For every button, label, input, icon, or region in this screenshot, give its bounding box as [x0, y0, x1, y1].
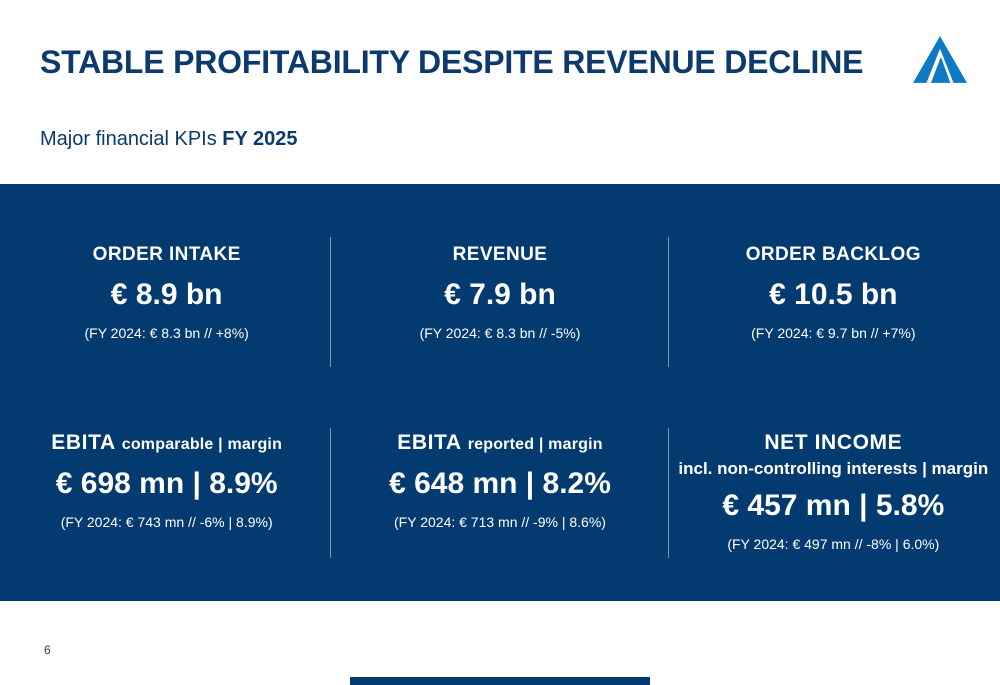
subtitle-period: FY 2025	[222, 128, 298, 150]
slide-subtitle: Major financial KPIs FY 2025	[40, 128, 298, 151]
kpi-ebita-reported-title: EBITA reported | margin	[343, 430, 656, 458]
kpi-order-intake-value: € 8.9 bn	[110, 278, 223, 311]
slide-title: STABLE PROFITABILITY DESPITE REVENUE DEC…	[40, 44, 864, 80]
kpi-ebita-reported-value: € 648 mn | 8.2%	[389, 467, 611, 500]
kpi-title-qualifier: reported | margin	[467, 436, 603, 453]
kpi-net-income-value: € 457 mn | 5.8%	[722, 489, 945, 522]
kpi-revenue-prior-year: (FY 2024: € 8.3 bn // -5%)	[419, 325, 581, 341]
kpi-order-backlog-prior-year: (FY 2024: € 9.7 bn // +7%)	[751, 325, 916, 341]
kpi-net-income-prior-year: (FY 2024: € 497 mn // -8% | 6.0%)	[727, 536, 940, 552]
kpi-revenue-title: REVENUE	[343, 242, 656, 269]
kpi-title-text: ORDER BACKLOG	[745, 244, 921, 265]
page-number: 6	[44, 643, 51, 657]
kpi-revenue-value: € 7.9 bn	[444, 278, 556, 311]
kpi-title-text: NET INCOME	[764, 431, 903, 454]
kpi-ebita-reported-prior-year: (FY 2024: € 713 mn // -9% | 8.6%)	[394, 514, 606, 530]
subtitle-prefix: Major financial KPIs	[40, 128, 223, 150]
vertical-divider	[330, 237, 331, 367]
kpi-ebita-comparable-title: EBITA comparable | margin	[10, 430, 323, 458]
kpi-net-income-title-qualifier: incl. non-controlling interests | margin	[678, 459, 989, 478]
vertical-divider	[330, 428, 331, 558]
kpi-order-backlog: ORDER BACKLOG € 10.5 bn (FY 2024: € 9.7 …	[667, 242, 1000, 342]
kpi-title-text: EBITA	[51, 431, 116, 454]
kpi-row-profitability: EBITA comparable | margin € 698 mn | 8.9%…	[0, 430, 1000, 553]
kpi-ebita-comparable-value: € 698 mn | 8.9%	[55, 467, 278, 500]
kpi-title-text: ORDER INTAKE	[92, 244, 241, 265]
kpi-ebita-comparable: EBITA comparable | margin € 698 mn | 8.9%…	[0, 430, 333, 531]
kpi-title-qualifier: comparable | margin	[121, 436, 283, 453]
kpi-order-backlog-title: ORDER BACKLOG	[677, 242, 990, 269]
kpi-order-backlog-value: € 10.5 bn	[769, 278, 898, 311]
footer-accent-bar	[350, 677, 650, 685]
kpi-title-text: REVENUE	[452, 244, 548, 265]
vertical-divider	[668, 237, 669, 367]
vertical-divider	[668, 428, 669, 558]
kpi-order-intake-title: ORDER INTAKE	[10, 242, 323, 269]
kpi-net-income-title: NET INCOME	[677, 430, 990, 458]
andritz-a-logo-icon	[913, 36, 967, 83]
kpi-ebita-reported: EBITA reported | margin € 648 mn | 8.2% (…	[333, 430, 666, 531]
kpi-revenue: REVENUE € 7.9 bn (FY 2024: € 8.3 bn // -…	[333, 242, 666, 342]
kpi-ebita-comparable-prior-year: (FY 2024: € 743 mn // -6% | 8.9%)	[60, 514, 273, 530]
kpi-order-intake: ORDER INTAKE € 8.9 bn (FY 2024: € 8.3 bn…	[0, 242, 333, 342]
kpi-panel: ORDER INTAKE € 8.9 bn (FY 2024: € 8.3 bn…	[0, 184, 1000, 601]
kpi-order-intake-prior-year: (FY 2024: € 8.3 bn // +8%)	[84, 325, 249, 341]
kpi-title-text: EBITA	[397, 431, 462, 454]
kpi-row-volumes: ORDER INTAKE € 8.9 bn (FY 2024: € 8.3 bn…	[0, 242, 1000, 342]
kpi-net-income: NET INCOME incl. non-controlling interes…	[667, 430, 1000, 553]
